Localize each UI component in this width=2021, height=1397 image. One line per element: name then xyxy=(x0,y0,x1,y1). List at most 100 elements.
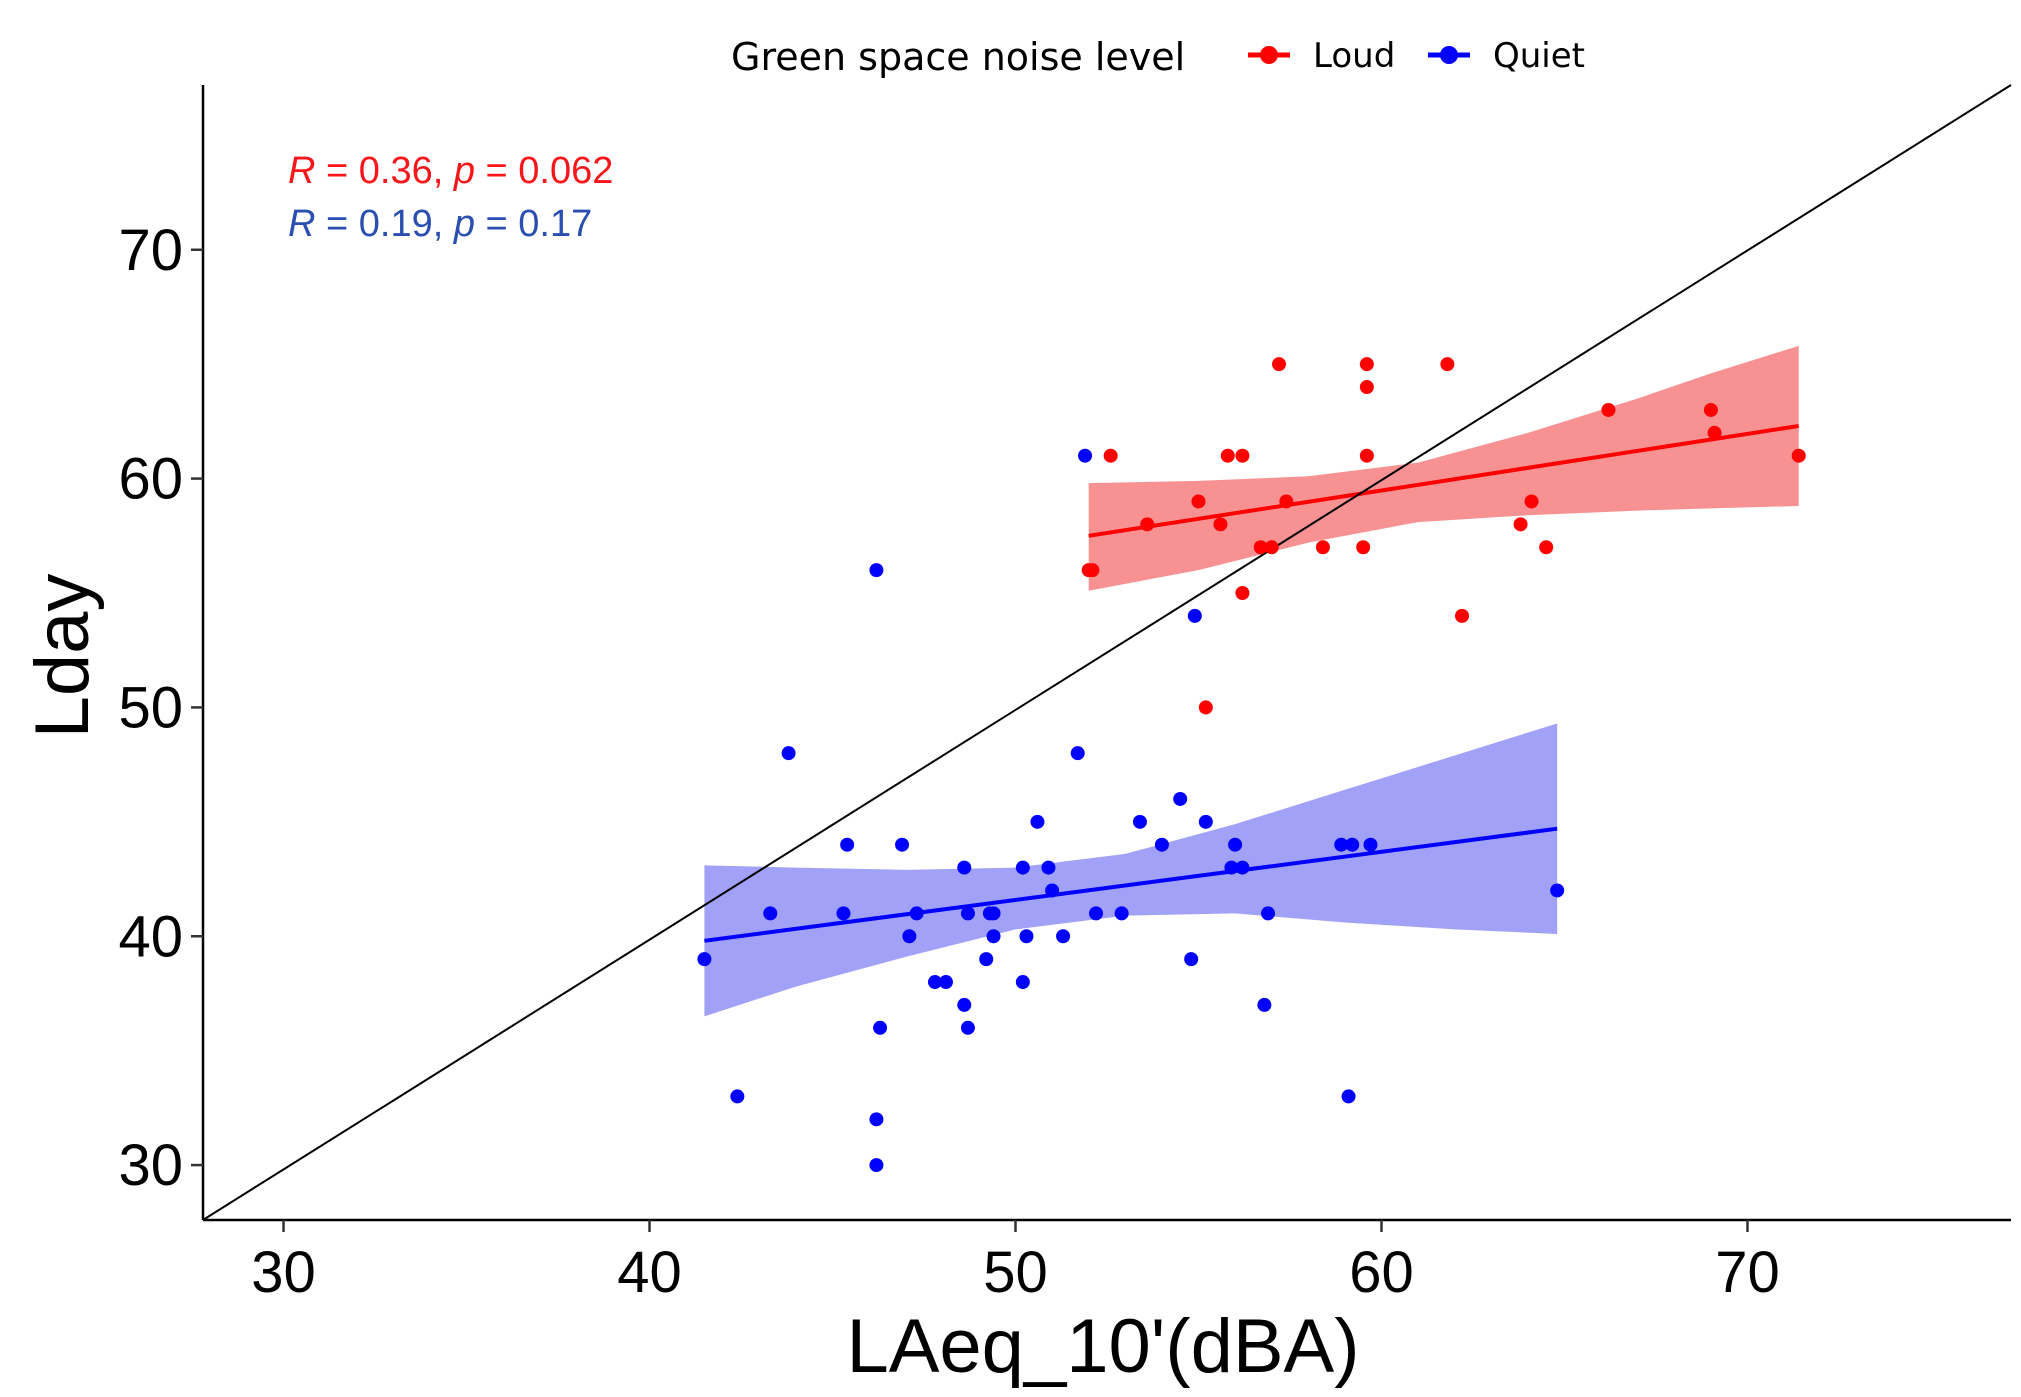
data-point-quiet xyxy=(895,837,910,852)
legend-key-quiet-dot xyxy=(1440,46,1458,64)
data-point-loud xyxy=(1703,402,1718,417)
data-point-loud xyxy=(1264,540,1279,555)
data-point-loud xyxy=(1213,517,1228,532)
data-point-quiet xyxy=(1235,860,1250,875)
y-tick-label: 60 xyxy=(118,447,183,512)
y-tick-label: 30 xyxy=(118,1133,183,1198)
data-point-loud xyxy=(1455,608,1470,623)
data-point-quiet xyxy=(1078,448,1093,463)
data-point-quiet xyxy=(763,906,778,921)
data-point-loud xyxy=(1359,448,1374,463)
data-point-quiet xyxy=(1228,837,1243,852)
confidence-band-loud xyxy=(1088,345,1799,591)
data-point-loud xyxy=(1235,586,1250,601)
data-point-loud xyxy=(1791,448,1806,463)
data-point-loud xyxy=(1315,540,1330,555)
data-point-loud xyxy=(1198,700,1213,715)
data-point-quiet xyxy=(1015,975,1030,990)
data-point-loud xyxy=(1272,357,1287,372)
data-point-quiet xyxy=(1070,746,1085,761)
data-points xyxy=(697,357,1806,1173)
data-point-quiet xyxy=(1045,883,1060,898)
fit-lines xyxy=(704,423,1800,943)
legend-label-quiet: Quiet xyxy=(1493,36,1585,76)
data-point-quiet xyxy=(1019,929,1034,944)
data-point-quiet xyxy=(938,975,953,990)
data-point-quiet xyxy=(927,975,942,990)
stat-annotation: R = 0.36, p = 0.062 xyxy=(288,150,613,192)
data-point-quiet xyxy=(960,1020,975,1035)
y-tick-label: 70 xyxy=(118,218,183,283)
data-point-quiet xyxy=(960,906,975,921)
data-point-loud xyxy=(1601,402,1616,417)
data-point-quiet xyxy=(1030,814,1045,829)
data-point-loud xyxy=(1356,540,1371,555)
data-point-loud xyxy=(1085,563,1100,578)
data-point-quiet xyxy=(869,563,884,578)
data-point-loud xyxy=(1103,448,1118,463)
data-point-quiet xyxy=(1056,929,1071,944)
y-tick-label: 50 xyxy=(118,675,183,740)
stat-annotation: R = 0.19, p = 0.17 xyxy=(288,203,592,245)
data-point-loud xyxy=(1707,425,1722,440)
stat-annotations: R = 0.36, p = 0.062 R = 0.19, p = 0.17 xyxy=(288,150,613,245)
legend-key-loud-dot xyxy=(1260,46,1278,64)
data-point-quiet xyxy=(697,952,712,967)
data-point-quiet xyxy=(1363,837,1378,852)
legend-title: Green space noise level xyxy=(731,35,1185,79)
axes xyxy=(201,85,2011,1222)
data-point-quiet xyxy=(869,1158,884,1173)
x-tick-label: 70 xyxy=(1715,1240,1780,1305)
data-point-loud xyxy=(1440,357,1455,372)
legend-label-loud: Loud xyxy=(1313,36,1395,76)
fit-line-loud xyxy=(1088,423,1800,538)
data-point-quiet xyxy=(1261,906,1276,921)
data-point-quiet xyxy=(1154,837,1169,852)
data-point-quiet xyxy=(957,860,972,875)
data-point-quiet xyxy=(1257,997,1272,1012)
x-tick-label: 60 xyxy=(1349,1240,1414,1305)
data-point-loud xyxy=(1513,517,1528,532)
data-point-quiet xyxy=(1114,906,1129,921)
fit-line-quiet xyxy=(704,826,1558,943)
data-point-quiet xyxy=(986,929,1001,944)
data-point-loud xyxy=(1359,357,1374,372)
data-point-quiet xyxy=(1184,952,1199,967)
confidence-band-quiet xyxy=(704,723,1558,1017)
data-point-quiet xyxy=(1334,837,1349,852)
data-point-loud xyxy=(1539,540,1554,555)
data-point-quiet xyxy=(1132,814,1147,829)
data-point-quiet xyxy=(902,929,917,944)
data-point-quiet xyxy=(1198,814,1213,829)
data-point-quiet xyxy=(1224,860,1239,875)
data-point-quiet xyxy=(957,997,972,1012)
x-ticks: 30 40 50 60 70 xyxy=(251,1220,1780,1305)
x-axis-title: LAeq_10'(dBA) xyxy=(846,1304,1359,1389)
x-tick-label: 30 xyxy=(251,1240,316,1305)
data-point-quiet xyxy=(1341,1089,1356,1104)
data-point-quiet xyxy=(836,906,851,921)
data-point-quiet xyxy=(1041,860,1056,875)
data-point-loud xyxy=(1524,494,1539,509)
y-tick-label: 40 xyxy=(118,904,183,969)
data-point-quiet xyxy=(781,746,796,761)
data-point-quiet xyxy=(730,1089,745,1104)
data-point-quiet xyxy=(909,906,924,921)
data-point-quiet xyxy=(986,906,1001,921)
data-point-loud xyxy=(1235,448,1250,463)
confidence-bands xyxy=(704,345,1799,1017)
y-ticks: 30 40 50 60 70 xyxy=(118,218,203,1198)
data-point-loud xyxy=(1191,494,1206,509)
data-point-loud xyxy=(1359,380,1374,395)
data-point-quiet xyxy=(1345,837,1360,852)
data-point-quiet xyxy=(869,1112,884,1127)
data-point-quiet xyxy=(1015,860,1030,875)
reference-line xyxy=(202,84,2012,1221)
data-point-loud xyxy=(1220,448,1235,463)
data-point-loud xyxy=(1253,540,1268,555)
data-point-quiet xyxy=(1089,906,1104,921)
data-point-quiet xyxy=(1173,791,1188,806)
y-axis-title: Lday xyxy=(20,574,105,739)
data-point-loud xyxy=(1279,494,1294,509)
